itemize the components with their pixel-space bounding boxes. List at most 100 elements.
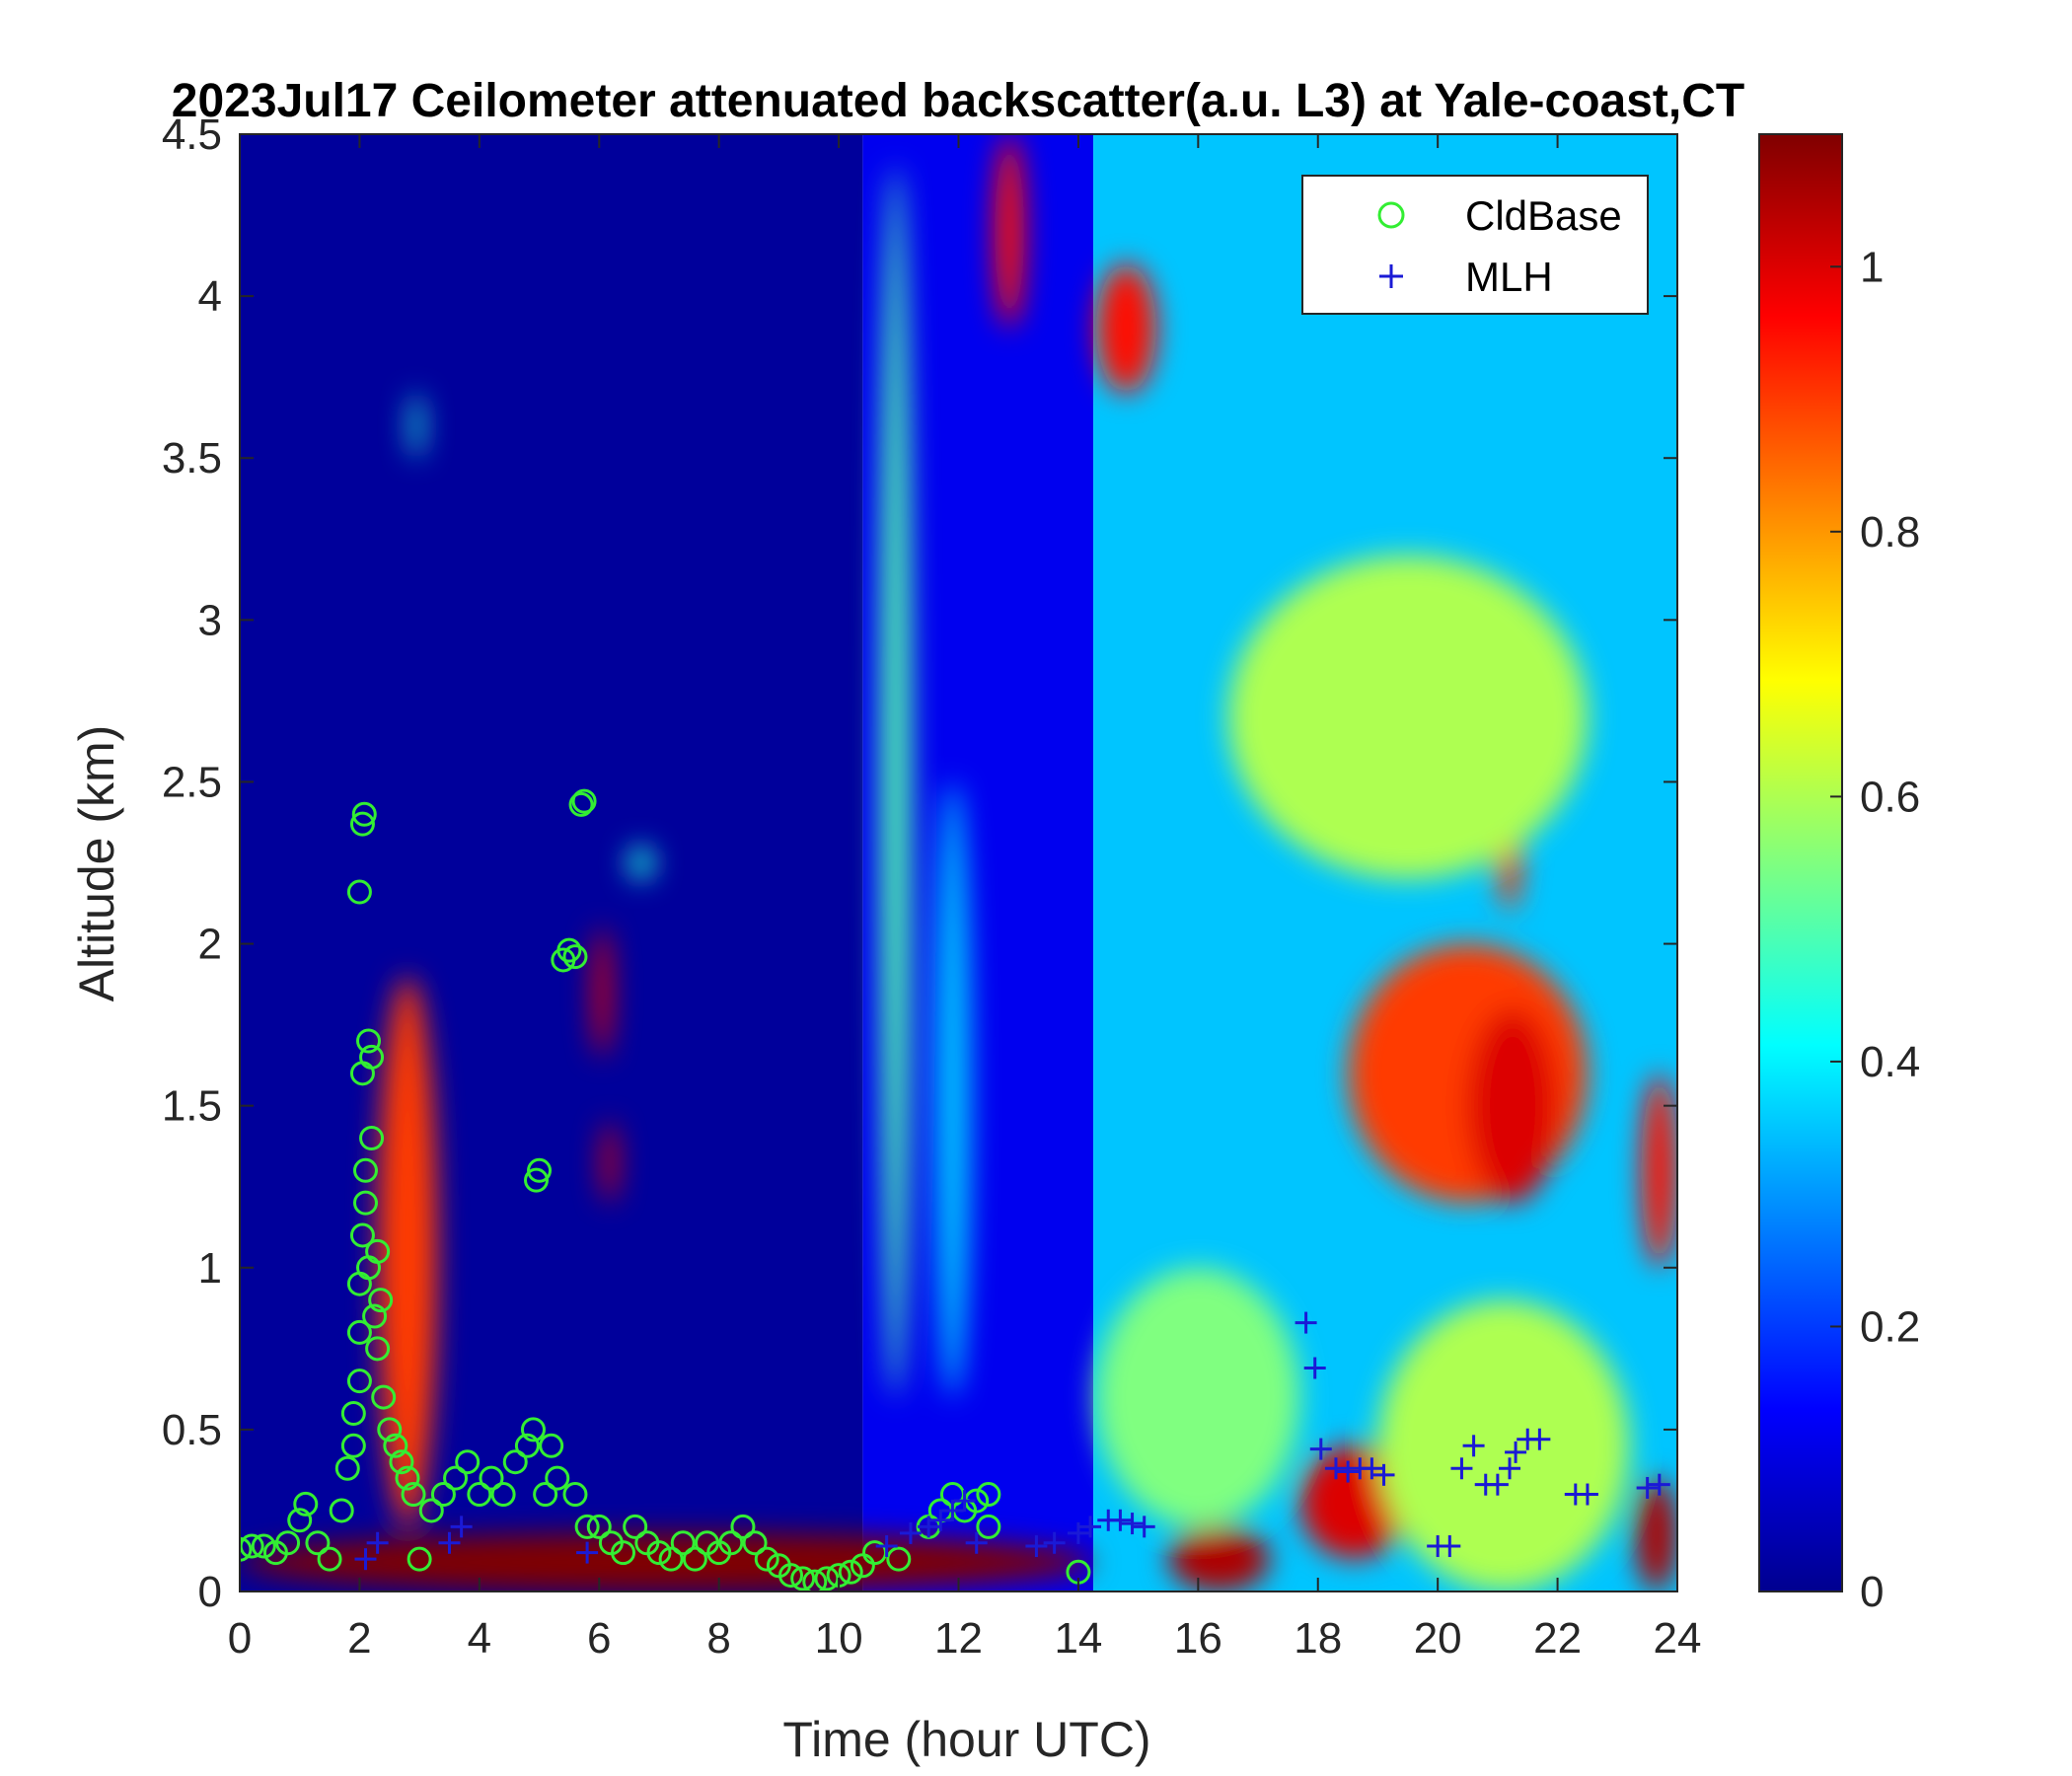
legend-box xyxy=(1301,175,1649,315)
y-axis-label: Altitude (km) xyxy=(69,725,124,1002)
cldbase-point xyxy=(754,1546,779,1572)
x-tick-label: 0 xyxy=(228,1614,252,1663)
cldbase-point xyxy=(287,1508,313,1533)
cldbase-point xyxy=(814,1566,840,1591)
mlh-point xyxy=(929,1509,952,1531)
mlh-point xyxy=(1486,1473,1509,1496)
mlh-point xyxy=(1324,1457,1347,1480)
cldbase-point xyxy=(356,1028,382,1054)
heatmap-feature-12 xyxy=(1635,1478,1677,1591)
mlh-point xyxy=(1499,1457,1521,1480)
cldbase-point xyxy=(349,811,375,837)
cldbase-point xyxy=(976,1514,1001,1539)
mlh-point xyxy=(1121,1513,1144,1535)
cldbase-point xyxy=(838,1559,863,1585)
x-tick-label: 22 xyxy=(1533,1614,1582,1663)
cldbase-point xyxy=(389,1449,414,1475)
cldbase-point xyxy=(418,1498,444,1523)
x-axis: 0 2 4 6 8 10 12 14 16 18 20 22 24 xyxy=(228,134,1701,1663)
cldbase-point xyxy=(359,1125,385,1150)
x-tick-label: 14 xyxy=(1054,1614,1102,1663)
x-tick-label: 8 xyxy=(706,1614,730,1663)
cldbase-point xyxy=(340,1400,366,1426)
cldbase-point xyxy=(586,1514,612,1539)
heatmap-feature-3 xyxy=(934,781,971,1398)
cldbase-point xyxy=(346,879,372,905)
cldbase-point xyxy=(533,1482,558,1508)
cldbase-point xyxy=(352,1190,378,1216)
colorbar-tick-label: 0.2 xyxy=(1860,1302,1920,1351)
cldbase-point xyxy=(682,1546,707,1572)
legend-mlh-label: MLH xyxy=(1465,254,1553,300)
heatmap-region-0 xyxy=(240,134,863,1591)
heatmap-feature-17 xyxy=(602,1122,618,1204)
heatmap-feature-13 xyxy=(1377,1299,1630,1591)
cldbase-point xyxy=(359,1044,385,1070)
legend-mlh-marker xyxy=(1379,264,1403,288)
mlh-point xyxy=(1636,1476,1659,1499)
cldbase-point xyxy=(778,1563,804,1589)
cldbase-point xyxy=(407,1546,432,1572)
y-tick-label: 2 xyxy=(198,921,222,969)
legend-cldbase-marker xyxy=(1377,201,1405,229)
cldbase-point xyxy=(670,1530,696,1556)
cldbase-point xyxy=(467,1482,492,1508)
legend-cldbase-label: CldBase xyxy=(1465,192,1622,239)
cldbase-point xyxy=(790,1566,816,1591)
colorbar-tick-label: 0.6 xyxy=(1860,773,1920,821)
mlh-point xyxy=(1295,1311,1317,1334)
cldbase-point xyxy=(524,1167,550,1193)
cldbase-point xyxy=(349,1222,375,1248)
heatmap-feature-16 xyxy=(593,927,612,1058)
colorbar-tick-label: 0.8 xyxy=(1860,508,1920,556)
cldbase-point xyxy=(305,1530,331,1556)
colorbar-tick-label: 0.4 xyxy=(1860,1038,1920,1086)
cldbase-point xyxy=(317,1546,342,1572)
heatmap-feature-11 xyxy=(1167,1526,1271,1591)
cldbase-point xyxy=(539,1433,564,1458)
y-tick-label: 4.5 xyxy=(162,111,222,159)
cldbase-point xyxy=(251,1533,276,1559)
cldbase-point xyxy=(658,1546,684,1572)
cldbase-point xyxy=(490,1482,516,1508)
heatmap-feature-9 xyxy=(1096,1267,1300,1527)
mlh-point xyxy=(1067,1521,1089,1544)
cldbase-point xyxy=(802,1569,828,1591)
cldbase-point xyxy=(730,1514,756,1539)
cldbase-point xyxy=(368,1288,394,1313)
x-tick-label: 20 xyxy=(1414,1614,1462,1663)
cldbase-point xyxy=(562,944,588,970)
cldbase-point xyxy=(976,1482,1001,1508)
mlh-point xyxy=(899,1521,922,1544)
mlh-point xyxy=(438,1531,461,1554)
cldbase-point xyxy=(545,1465,570,1491)
mlh-point xyxy=(1309,1438,1332,1460)
colorbar-tick-label: 0 xyxy=(1860,1568,1884,1616)
cldbase-point xyxy=(742,1530,768,1556)
chart-title: 2023Jul17 Ceilometer attenuated backscat… xyxy=(172,75,1744,127)
mlh-point xyxy=(450,1516,473,1538)
mlh-point xyxy=(875,1535,898,1558)
heatmap-feature-6 xyxy=(1641,1073,1677,1268)
y-tick-label: 3.5 xyxy=(162,434,222,482)
cldbase-point xyxy=(365,1336,391,1362)
y-tick-label: 0.5 xyxy=(162,1406,222,1454)
x-tick-label: 12 xyxy=(934,1614,983,1663)
cldbase-point xyxy=(556,937,582,963)
x-tick-label: 18 xyxy=(1294,1614,1342,1663)
cldbase-point xyxy=(430,1482,456,1508)
cldbase-point xyxy=(329,1498,354,1523)
y-tick-label: 1 xyxy=(198,1244,222,1293)
cldbase-point xyxy=(371,1384,397,1410)
mlh-point xyxy=(1450,1457,1473,1480)
cldbase-point xyxy=(365,1238,391,1264)
cldbase-point xyxy=(240,1533,264,1559)
cldbase-point xyxy=(346,1369,372,1394)
x-tick-label: 6 xyxy=(587,1614,611,1663)
mlh-point xyxy=(1337,1460,1360,1483)
cldbase-point xyxy=(377,1417,403,1443)
cldbase-point xyxy=(443,1465,469,1491)
cldbase-point xyxy=(568,791,594,817)
colorbar-gradient xyxy=(1758,133,1843,1592)
